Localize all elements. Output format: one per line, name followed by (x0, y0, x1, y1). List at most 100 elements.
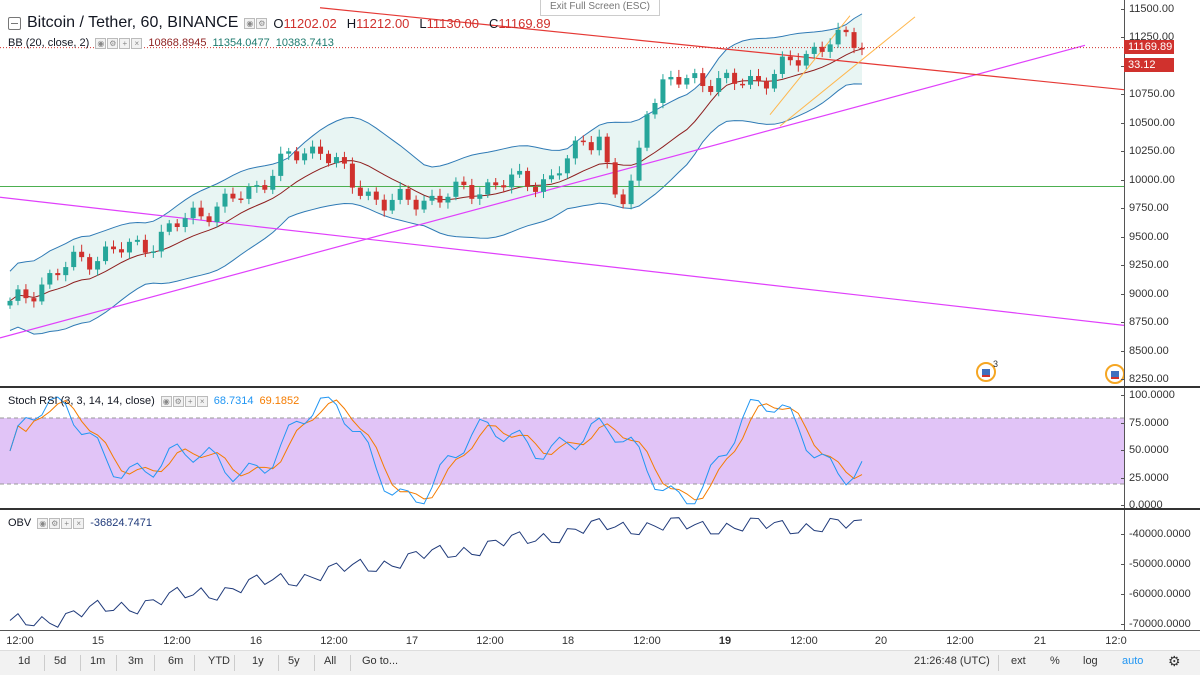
obv-scale[interactable]: -40000.0000 -50000.0000 -60000.0000 -70000.… (1121, 510, 1200, 630)
symbol-title[interactable]: Bitcoin / Tether, 60, BINANCE (27, 14, 239, 31)
obv-pane[interactable] (0, 510, 1124, 630)
stoch-scale[interactable]: 100.0000 75.0000 50.0000 25.0000 0.0000 (1121, 388, 1200, 511)
pane-separator[interactable] (0, 386, 1200, 388)
settings-icon[interactable]: ⚙ (256, 17, 268, 29)
eye-icon[interactable]: ◉ (160, 395, 172, 407)
range-button-all[interactable]: All (324, 655, 337, 667)
obv-controls: ◉ ⚙ + × (37, 517, 85, 529)
candle-body (708, 86, 714, 92)
stoch-rsi-pane[interactable] (0, 388, 1124, 508)
range-button-1m[interactable]: 1m (90, 655, 106, 667)
bb-fill (10, 13, 862, 335)
low-label: L (419, 15, 427, 31)
ext-toggle[interactable]: ext (1011, 655, 1026, 667)
more-icon[interactable]: + (119, 37, 131, 49)
candle-body (63, 267, 69, 276)
price-chart-pane[interactable] (0, 0, 1124, 386)
toolbar-divider (194, 655, 195, 671)
obv-name[interactable]: OBV (8, 517, 32, 529)
close-icon[interactable]: × (196, 395, 208, 407)
time-label: 17 (405, 635, 419, 647)
candle-body (596, 136, 602, 151)
range-button-ytd[interactable]: YTD (208, 655, 230, 667)
toolbar-divider (998, 655, 999, 671)
candle-body (612, 162, 618, 195)
close-icon[interactable]: × (73, 517, 85, 529)
time-label: 12:00 (163, 635, 191, 647)
stoch-rsi-chart[interactable] (0, 388, 1124, 508)
eye-icon[interactable]: ◉ (95, 37, 107, 49)
candle-body (795, 60, 801, 66)
candle-body (270, 175, 276, 190)
range-button-3m[interactable]: 3m (128, 655, 144, 667)
range-button-1d[interactable]: 1d (18, 655, 31, 667)
more-icon[interactable]: + (61, 517, 73, 529)
candle-body (445, 196, 451, 203)
bb-lower-line (9, 83, 863, 335)
stoch-name[interactable]: Stoch RSI (3, 3, 14, 14, close) (8, 395, 155, 407)
settings-icon[interactable]: ⚙ (49, 517, 61, 529)
candle-body (55, 273, 61, 276)
time-label: 18 (561, 635, 575, 647)
candle-body (787, 56, 793, 61)
candle-body (668, 76, 674, 80)
percent-toggle[interactable]: % (1050, 655, 1060, 667)
candle-body (142, 239, 148, 253)
time-axis[interactable]: 12:00 15 12:00 16 12:00 17 12:00 18 12:00 19 12:00… (0, 630, 1200, 650)
candle-body (700, 73, 706, 87)
close-icon[interactable]: × (131, 37, 143, 49)
candle-body (333, 157, 339, 164)
event-flag-icon[interactable] (976, 362, 996, 382)
candle-body (294, 151, 300, 161)
candle-body (182, 218, 188, 228)
utc-clock: 21:26:48 (UTC) (914, 655, 990, 667)
candle-body (87, 257, 93, 270)
range-button-5d[interactable]: 5d (54, 655, 67, 667)
symbol-legend: Bitcoin / Tether, 60, BINANCE ◉ ⚙ O11202… (8, 14, 555, 32)
candle-body (564, 158, 570, 174)
high-label: H (346, 15, 357, 31)
pane-separator[interactable] (0, 508, 1200, 510)
auto-toggle[interactable]: auto (1122, 655, 1144, 667)
stoch-band (0, 418, 1124, 484)
price-tick: 8750.00 (1121, 316, 1169, 329)
range-button-1y[interactable]: 1y (252, 655, 264, 667)
price-tick: 9500.00 (1121, 230, 1169, 243)
candle-body (206, 216, 212, 223)
settings-icon[interactable]: ⚙ (172, 395, 184, 407)
candle-body (166, 223, 172, 232)
candle-body (461, 181, 467, 186)
time-label: 15 (91, 635, 105, 647)
toolbar-divider (44, 655, 45, 671)
candle-body (214, 206, 220, 223)
settings-gear-icon[interactable]: ⚙ (1168, 653, 1181, 669)
event-flag-icon[interactable] (1105, 364, 1125, 384)
candle-body (771, 73, 777, 89)
symbol-controls: ◉ ⚙ (244, 17, 268, 29)
more-icon[interactable]: + (184, 395, 196, 407)
candle-body (262, 185, 268, 190)
eye-icon[interactable]: ◉ (244, 17, 256, 29)
bb-name[interactable]: BB (20, close, 2) (8, 37, 90, 49)
obv-tick: -70000.0000 (1121, 618, 1191, 630)
time-label: 12:00 (946, 635, 974, 647)
obv-chart[interactable] (0, 510, 1124, 630)
candle-body (636, 147, 642, 181)
candle-body (485, 182, 491, 195)
range-button-6m[interactable]: 6m (168, 655, 184, 667)
candle-body (310, 146, 316, 154)
candle-body (740, 83, 746, 86)
range-button-5y[interactable]: 5y (288, 655, 300, 667)
candle-body (134, 239, 140, 242)
price-chart[interactable] (0, 0, 1124, 386)
log-toggle[interactable]: log (1083, 655, 1098, 667)
time-label: 19 (718, 635, 732, 647)
eye-icon[interactable]: ◉ (37, 517, 49, 529)
goto-button[interactable]: Go to... (362, 655, 399, 667)
settings-icon[interactable]: ⚙ (107, 37, 119, 49)
candle-body (469, 185, 475, 199)
toolbar-divider (116, 655, 117, 671)
toolbar-divider (234, 655, 235, 671)
channel-lower-line (779, 16, 916, 127)
collapse-icon[interactable] (8, 16, 21, 30)
